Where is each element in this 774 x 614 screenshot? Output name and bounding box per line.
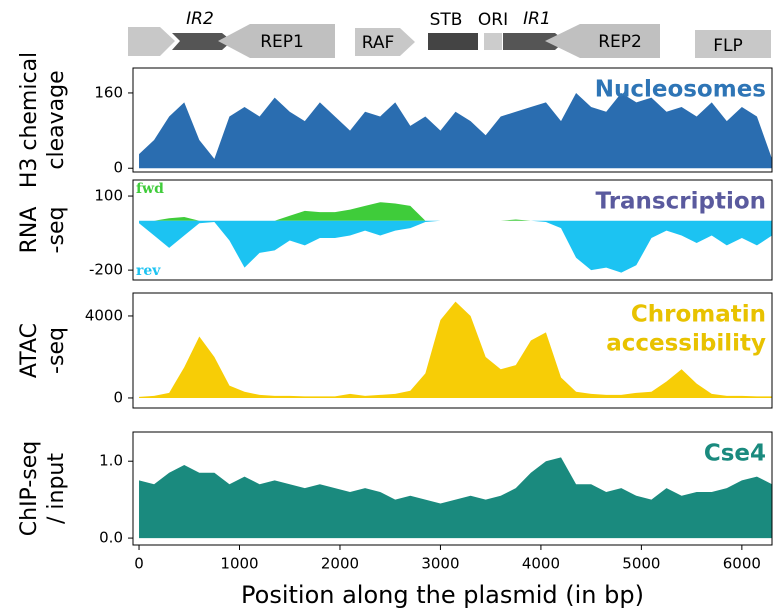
y-axis-label: ATAC	[17, 323, 42, 378]
feature-label: REP2	[598, 32, 642, 52]
feature-label: IR1	[523, 9, 551, 29]
panel-title: Nucleosomes	[595, 77, 766, 103]
y-tick-label: -200	[89, 261, 123, 279]
feature-shape	[503, 33, 565, 50]
feature-shape	[128, 27, 175, 56]
area	[139, 202, 772, 221]
y-axis-label: -seq	[44, 207, 69, 254]
feature-label: REP1	[260, 32, 304, 52]
area	[139, 92, 772, 169]
x-tick-label: 4000	[522, 555, 560, 573]
y-tick-label: 100	[94, 187, 123, 205]
feature-shape	[695, 30, 771, 58]
panel-title: Transcription	[596, 189, 766, 215]
x-tick-label: 2000	[321, 555, 359, 573]
y-tick-label: 4000	[85, 306, 123, 324]
panel-title: Chromatin	[631, 302, 766, 328]
feature-label: ORI	[478, 10, 508, 30]
x-axis-label: Position along the plasmid (in bp)	[241, 581, 644, 609]
area	[139, 301, 772, 398]
panel-title: Cse4	[704, 441, 766, 467]
feature-label: STB	[430, 10, 463, 30]
gene-map: IR2 REP1 RAF STB ORI IR1 REP2 FLP	[128, 9, 771, 58]
y-axis-label: H3 chemical	[17, 52, 42, 188]
panel-title: accessibility	[606, 331, 766, 357]
legend-label: rev	[136, 263, 161, 279]
y-axis-label: cleavage	[44, 70, 69, 169]
y-axis-label: ChIP-seq	[17, 441, 42, 536]
feature-shape	[428, 33, 478, 50]
y-axis-label: / input	[44, 453, 69, 524]
y-axis-label: RNA	[17, 207, 42, 254]
y-tick-label: 0	[113, 159, 123, 177]
x-tick-label: 6000	[723, 555, 761, 573]
legend-label: fwd	[136, 181, 164, 197]
y-axis-label: -seq	[44, 327, 69, 374]
feature-shape	[355, 28, 415, 56]
feature-label: IR2	[186, 9, 214, 29]
y-tick-label: 0	[113, 388, 123, 406]
x-tick-label: 0	[134, 555, 144, 573]
panel-frame	[132, 431, 773, 546]
area	[139, 457, 772, 539]
y-tick-label: 1.0	[99, 452, 123, 470]
feature-shape	[172, 33, 232, 50]
feature-label: FLP	[713, 36, 743, 56]
panel-frame	[132, 179, 773, 281]
x-tick-label: 1000	[220, 555, 258, 573]
y-tick-label: 160	[94, 83, 123, 101]
feature-shape	[484, 33, 502, 50]
x-tick-label: 5000	[622, 555, 660, 573]
feature-shape	[545, 24, 660, 58]
panel-frame	[132, 67, 773, 173]
x-tick-label: 3000	[421, 555, 459, 573]
panel-frame	[132, 292, 773, 409]
area	[139, 220, 772, 273]
y-tick-label: 0.0	[99, 529, 123, 547]
feature-label: RAF	[362, 33, 395, 53]
feature-shape	[218, 24, 335, 58]
